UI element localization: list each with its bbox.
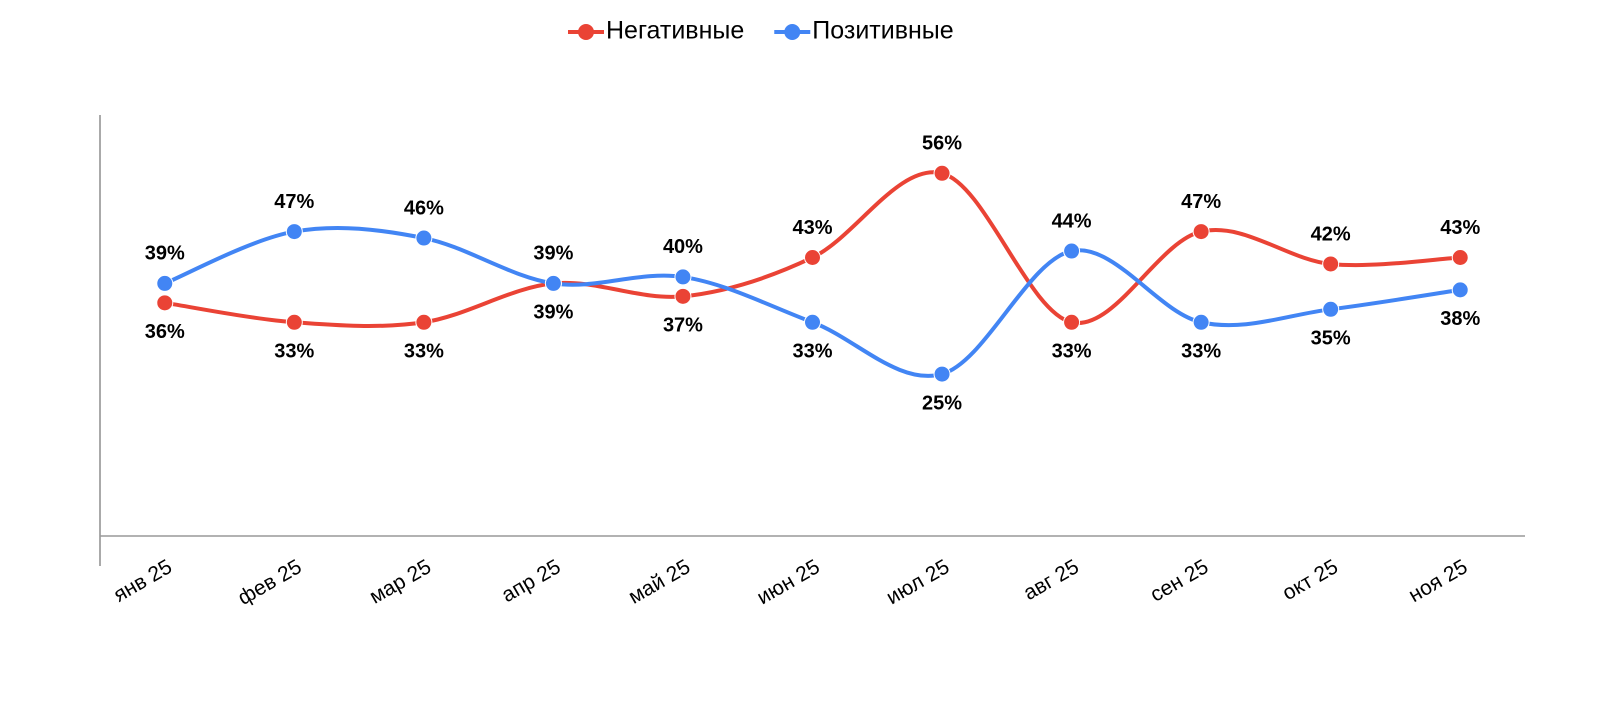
- x-tick-label: июл 25: [883, 555, 954, 609]
- data-label: 47%: [274, 191, 314, 213]
- data-label: 33%: [274, 341, 314, 363]
- data-label: 40%: [663, 236, 703, 258]
- x-tick-label: июн 25: [753, 555, 824, 609]
- series-line: [164, 225, 1461, 378]
- data-point: [1063, 242, 1081, 260]
- data-label: 33%: [792, 341, 832, 363]
- data-point: [156, 274, 174, 292]
- data-label: 44%: [1052, 210, 1092, 232]
- legend-label: Позитивные: [812, 17, 953, 45]
- data-label: 35%: [1311, 328, 1351, 350]
- data-point: [933, 164, 951, 182]
- data-point: [804, 313, 821, 331]
- data-point: [544, 274, 562, 292]
- data-point: [415, 229, 433, 247]
- x-tick-label: мар 25: [366, 555, 436, 608]
- data-label: 42%: [1311, 223, 1351, 245]
- data-point: [1451, 281, 1469, 299]
- data-point: [156, 294, 174, 312]
- data-label: 37%: [663, 315, 703, 337]
- data-point: [1451, 248, 1469, 266]
- data-point: [1063, 313, 1081, 331]
- x-tick-label: авг 25: [1020, 555, 1083, 605]
- data-label: 56%: [922, 133, 962, 155]
- data-label: 43%: [792, 217, 832, 239]
- data-point: [285, 313, 303, 331]
- data-label: 33%: [404, 341, 444, 363]
- data-point: [285, 223, 303, 241]
- data-label: 36%: [145, 321, 185, 343]
- data-point: [933, 365, 951, 383]
- data-label: 46%: [404, 197, 444, 219]
- x-tick-label: сен 25: [1146, 555, 1212, 606]
- series-line: [164, 170, 1461, 329]
- data-point: [674, 268, 692, 286]
- data-label: 39%: [533, 302, 573, 324]
- x-tick-label: фев 25: [234, 555, 306, 610]
- data-point: [804, 248, 821, 266]
- data-point: [1192, 223, 1210, 241]
- x-tick-label: ноя 25: [1405, 555, 1472, 607]
- data-label: 38%: [1440, 308, 1480, 330]
- data-label: 47%: [1181, 191, 1221, 213]
- legend-dot: [784, 24, 801, 40]
- data-point: [415, 313, 433, 331]
- x-tick-label: окт 25: [1279, 555, 1342, 605]
- data-point: [674, 287, 692, 305]
- data-label: 39%: [145, 243, 185, 265]
- x-tick-label: янв 25: [110, 555, 176, 607]
- data-label: 25%: [922, 392, 962, 414]
- data-label: 33%: [1052, 341, 1092, 363]
- data-label: 39%: [533, 243, 573, 265]
- data-point: [1192, 313, 1210, 331]
- data-label: 43%: [1440, 217, 1480, 239]
- x-tick-label: май 25: [625, 555, 695, 608]
- data-point: [1322, 300, 1340, 318]
- legend-dot: [578, 24, 594, 40]
- data-point: [1322, 255, 1340, 273]
- legend-label: Негативные: [606, 17, 744, 45]
- data-label: 33%: [1181, 341, 1221, 363]
- x-tick-label: апр 25: [498, 555, 565, 607]
